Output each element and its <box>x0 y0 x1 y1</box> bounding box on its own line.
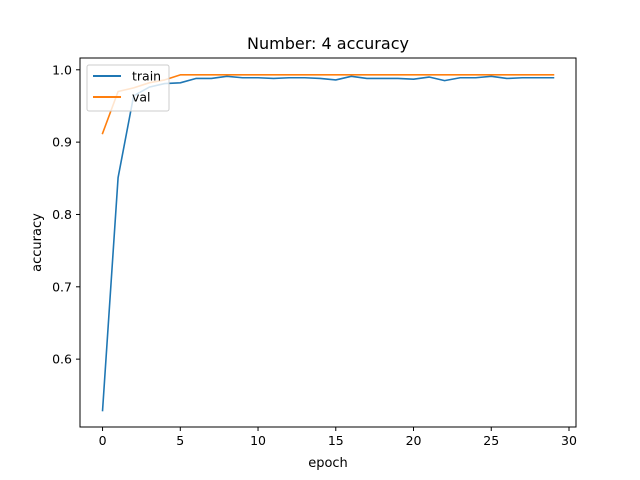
legend-label-train: train <box>132 69 161 84</box>
axes-frame <box>79 57 577 428</box>
x-tick-label: 20 <box>406 433 422 448</box>
x-tick-label: 5 <box>176 433 184 448</box>
legend-label-val: val <box>132 90 151 105</box>
y-tick-label: 0.6 <box>52 352 72 367</box>
x-tick-label: 30 <box>561 433 577 448</box>
x-tick-label: 25 <box>483 433 499 448</box>
plot-area <box>79 57 577 428</box>
chart-title: Number: 4 accuracy <box>247 34 409 53</box>
series-layer <box>101 74 555 412</box>
y-axis-ticks: 0.6 0.7 0.8 0.9 1.0 <box>52 62 80 367</box>
x-axis-ticks: 0 5 10 15 20 25 30 <box>99 427 577 448</box>
y-tick-label: 0.7 <box>52 279 72 294</box>
x-tick-label: 0 <box>99 433 107 448</box>
x-tick-label: 15 <box>328 433 344 448</box>
x-axis-label: epoch <box>308 456 348 471</box>
y-axis-label: accuracy <box>30 213 45 272</box>
x-tick-label: 10 <box>250 433 266 448</box>
y-tick-label: 0.9 <box>52 135 72 150</box>
series-line-train <box>101 75 555 412</box>
y-tick-label: 1.0 <box>52 62 72 77</box>
legend: train val <box>86 64 170 112</box>
y-tick-label: 0.8 <box>52 207 72 222</box>
series-line-val <box>101 74 555 135</box>
